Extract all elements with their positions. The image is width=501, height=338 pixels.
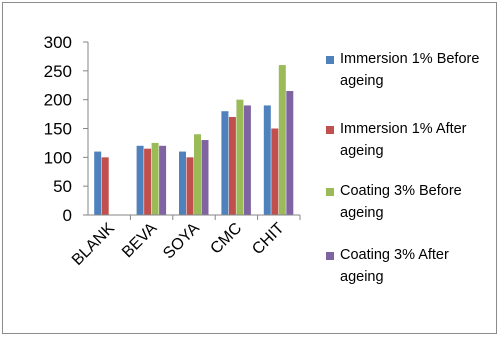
legend-label: Coating 3% Before ageing	[340, 183, 462, 221]
bar-chit-series-3	[278, 65, 286, 215]
bar-beva-series-1	[136, 145, 144, 215]
x-category-label: CHIT	[249, 220, 288, 259]
bar-beva-series-3	[151, 142, 159, 215]
bar-soya-series-1	[179, 151, 186, 215]
y-tick-label: 200	[44, 91, 72, 110]
x-category-label: CMC	[207, 220, 245, 258]
legend-swatch	[326, 188, 334, 196]
y-tick-label: 50	[53, 177, 72, 196]
bar-cmc-series-4	[243, 105, 251, 215]
x-category-label: SOYA	[160, 220, 203, 263]
x-category-label: BEVA	[119, 220, 161, 262]
x-category-label: BLANK	[69, 220, 118, 269]
bar-beva-series-2	[144, 148, 152, 215]
y-axis: 0 50 100 150 200 250 300	[44, 33, 89, 225]
legend-label: Coating 3% After ageing	[340, 247, 449, 285]
bar-soya-series-3	[194, 134, 201, 215]
bar-chit-series-4	[286, 91, 294, 215]
x-axis: BLANK BEVA SOYA CMC CHIT	[69, 214, 301, 269]
legend-swatch	[326, 252, 334, 260]
legend-label: Immersion 1% Before ageing	[340, 51, 480, 89]
bar-chit-series-1	[263, 105, 271, 215]
y-tick-label: 300	[44, 33, 72, 52]
bar-soya-series-4	[201, 140, 209, 215]
legend-label: Immersion 1% After ageing	[340, 121, 467, 159]
bar-cmc-series-3	[236, 99, 244, 215]
bar-beva-series-4	[159, 145, 167, 215]
y-tick-label: 250	[44, 62, 72, 81]
legend-swatch	[326, 56, 334, 64]
y-tick-label: 150	[44, 120, 72, 139]
bar-soya-series-2	[186, 157, 194, 215]
bar-cmc-series-2	[228, 116, 236, 215]
bar-blank-series-1	[94, 151, 102, 215]
bar-chit-series-2	[271, 128, 279, 215]
y-tick-label: 0	[63, 206, 72, 225]
legend-swatch	[326, 126, 334, 134]
bar-cmc-series-1	[221, 111, 229, 215]
bars	[94, 65, 294, 215]
bar-blank-series-2	[101, 157, 109, 215]
y-tick-label: 100	[44, 148, 72, 167]
